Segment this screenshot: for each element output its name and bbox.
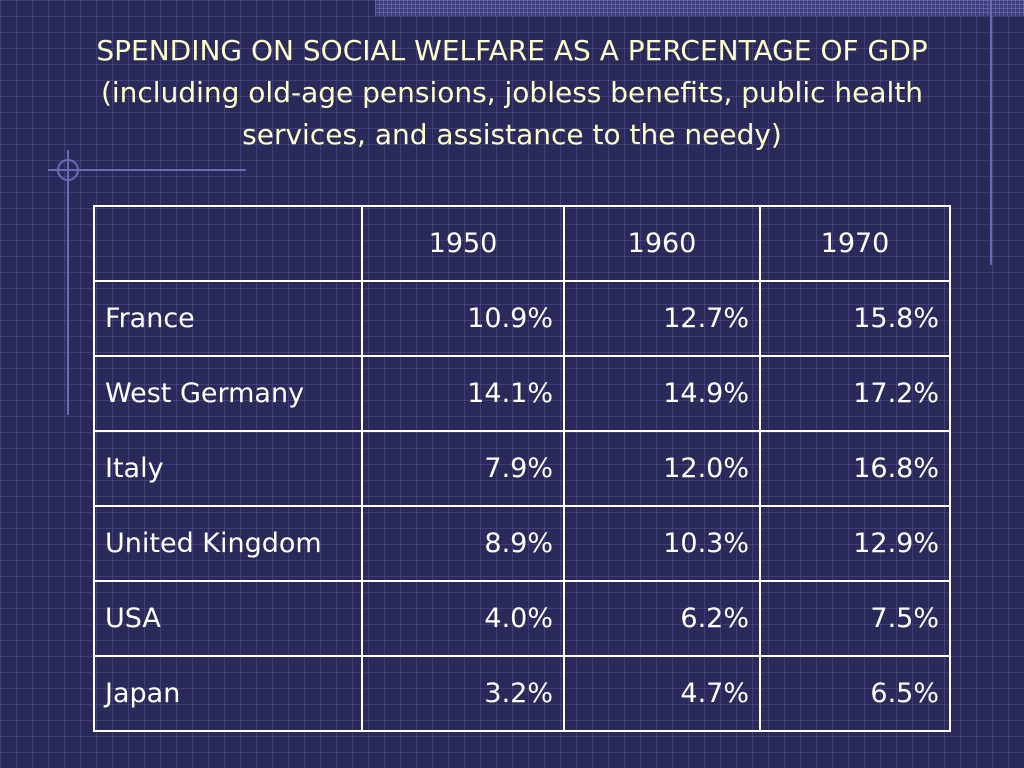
- table-row: United Kingdom 8.9% 10.3% 12.9%: [93, 505, 951, 582]
- country-cell: USA: [93, 580, 363, 657]
- table-row: Japan 3.2% 4.7% 6.5%: [93, 655, 951, 732]
- table-row: France 10.9% 12.7% 15.8%: [93, 280, 951, 357]
- value-cell: 8.9%: [361, 505, 565, 582]
- country-cell: Japan: [93, 655, 363, 732]
- value-cell: 12.9%: [759, 505, 951, 582]
- country-cell: Italy: [93, 430, 363, 507]
- decorative-vertical-line: [990, 0, 992, 265]
- value-cell: 10.3%: [563, 505, 761, 582]
- decorative-horizontal-line: [48, 169, 246, 171]
- header-cell-1950: 1950: [361, 205, 565, 282]
- slide-title: SPENDING ON SOCIAL WELFARE AS A PERCENTA…: [20, 30, 1004, 156]
- decorative-vertical-line: [67, 150, 69, 415]
- value-cell: 14.9%: [563, 355, 761, 432]
- value-cell: 7.9%: [361, 430, 565, 507]
- table-header-row: 1950 1960 1970: [93, 205, 951, 282]
- decorative-circle: [57, 159, 79, 181]
- country-cell: West Germany: [93, 355, 363, 432]
- table-row: West Germany 14.1% 14.9% 17.2%: [93, 355, 951, 432]
- value-cell: 12.7%: [563, 280, 761, 357]
- country-cell: France: [93, 280, 363, 357]
- value-cell: 6.5%: [759, 655, 951, 732]
- title-line-1: SPENDING ON SOCIAL WELFARE AS A PERCENTA…: [96, 34, 928, 67]
- table-row: USA 4.0% 6.2% 7.5%: [93, 580, 951, 657]
- value-cell: 6.2%: [563, 580, 761, 657]
- value-cell: 15.8%: [759, 280, 951, 357]
- table-row: Italy 7.9% 12.0% 16.8%: [93, 430, 951, 507]
- value-cell: 17.2%: [759, 355, 951, 432]
- value-cell: 14.1%: [361, 355, 565, 432]
- value-cell: 7.5%: [759, 580, 951, 657]
- header-cell-1960: 1960: [563, 205, 761, 282]
- header-cell-corner: [93, 205, 363, 282]
- title-line-2: (including old-age pensions, jobless ben…: [100, 76, 924, 109]
- country-cell: United Kingdom: [93, 505, 363, 582]
- title-line-3: services, and assistance to the needy): [242, 118, 782, 151]
- value-cell: 12.0%: [563, 430, 761, 507]
- value-cell: 10.9%: [361, 280, 565, 357]
- header-cell-1970: 1970: [759, 205, 951, 282]
- decorative-header-band: [375, 0, 1024, 16]
- value-cell: 3.2%: [361, 655, 565, 732]
- value-cell: 4.0%: [361, 580, 565, 657]
- value-cell: 16.8%: [759, 430, 951, 507]
- welfare-table: 1950 1960 1970 France 10.9% 12.7% 15.8% …: [93, 205, 951, 732]
- value-cell: 4.7%: [563, 655, 761, 732]
